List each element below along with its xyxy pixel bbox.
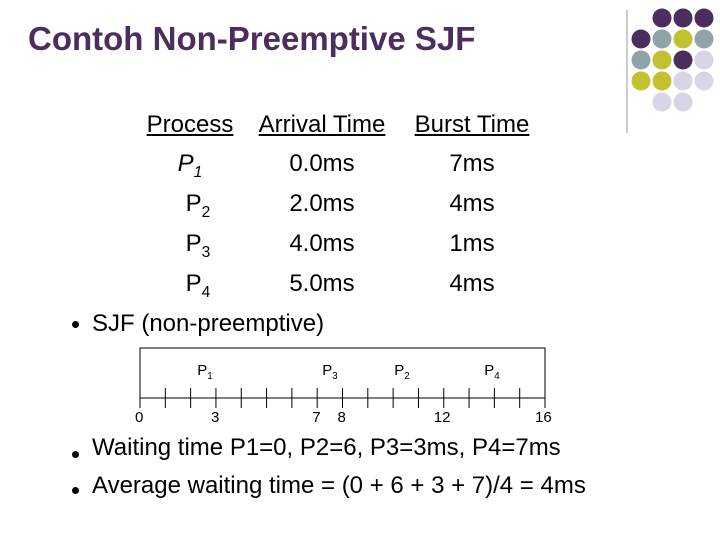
process-index: 2 bbox=[404, 371, 410, 382]
process-index: 4 bbox=[201, 283, 211, 301]
process-letter: P bbox=[185, 190, 202, 217]
gantt-block-label: P3 bbox=[322, 362, 337, 382]
burst-time: 4ms bbox=[449, 270, 495, 297]
process-name: P1 bbox=[178, 150, 203, 182]
gantt-block-label: P2 bbox=[394, 362, 409, 382]
decor-dot bbox=[652, 50, 672, 70]
decor-dot bbox=[694, 29, 714, 49]
decor-dot bbox=[673, 50, 693, 70]
title: Contoh Non-Preemptive SJF bbox=[28, 20, 476, 57]
bullet bbox=[72, 321, 79, 328]
process-letter: P bbox=[185, 270, 202, 297]
arrival-time: 4.0ms bbox=[289, 230, 355, 257]
process-name: P2 bbox=[186, 190, 211, 222]
process-letter: P bbox=[322, 362, 333, 379]
process-index: 1 bbox=[193, 163, 203, 181]
process-index: 1 bbox=[207, 371, 213, 382]
decor-dot bbox=[652, 8, 672, 28]
bullet bbox=[72, 487, 79, 494]
decor-dot bbox=[673, 92, 693, 112]
time-label: 3 bbox=[210, 409, 220, 426]
table-header: Process bbox=[146, 111, 234, 138]
burst-time: 4ms bbox=[449, 190, 495, 217]
time-label: 7 bbox=[312, 409, 321, 426]
decor-dot bbox=[652, 29, 672, 49]
bullet-text: Waiting time P1=0, P2=6, P3=3ms, P4=7ms bbox=[92, 434, 561, 461]
process-letter: P bbox=[484, 362, 495, 379]
process-letter: P bbox=[177, 150, 194, 177]
arrival-time: 2.0ms bbox=[289, 190, 355, 217]
decor-dot bbox=[694, 50, 714, 70]
process-letter: P bbox=[394, 362, 405, 379]
decor-dot bbox=[631, 71, 651, 91]
process-index: 2 bbox=[201, 203, 211, 221]
process-name: P3 bbox=[186, 230, 211, 262]
table-header: Arrival Time bbox=[258, 111, 386, 138]
process-index: 3 bbox=[332, 371, 338, 382]
arrival-time: 0.0ms bbox=[289, 150, 355, 177]
process-letter: P bbox=[185, 230, 202, 257]
bullet-text: SJF (non-preemptive) bbox=[92, 310, 325, 337]
process-name: P4 bbox=[186, 270, 211, 302]
decor-dot bbox=[652, 92, 672, 112]
gantt-chart bbox=[139, 347, 546, 408]
decor-dot bbox=[673, 8, 693, 28]
bullet bbox=[72, 451, 79, 458]
burst-time: 7ms bbox=[449, 150, 495, 177]
burst-time: 1ms bbox=[449, 230, 495, 257]
decor-dot bbox=[673, 71, 693, 91]
decor-dot bbox=[631, 29, 651, 49]
gantt-block-label: P4 bbox=[484, 362, 499, 382]
table-header: Burst Time bbox=[414, 111, 530, 138]
decor-dot bbox=[694, 71, 714, 91]
decor-dot bbox=[673, 29, 693, 49]
gantt-block-label: P1 bbox=[197, 362, 212, 382]
arrival-time: 5.0ms bbox=[289, 270, 355, 297]
decor-dot bbox=[631, 50, 651, 70]
time-label: 16 bbox=[535, 409, 552, 426]
decor-dot bbox=[694, 8, 714, 28]
process-letter: P bbox=[197, 362, 208, 379]
time-label: 8 bbox=[337, 409, 346, 426]
process-index: 4 bbox=[494, 371, 500, 382]
process-index: 3 bbox=[201, 243, 211, 261]
bullet-text: Average waiting time = (0 + 6 + 3 + 7)/4… bbox=[92, 472, 586, 499]
time-label: 12 bbox=[433, 409, 451, 426]
decor-dot bbox=[652, 71, 672, 91]
time-label: 0 bbox=[135, 409, 144, 426]
